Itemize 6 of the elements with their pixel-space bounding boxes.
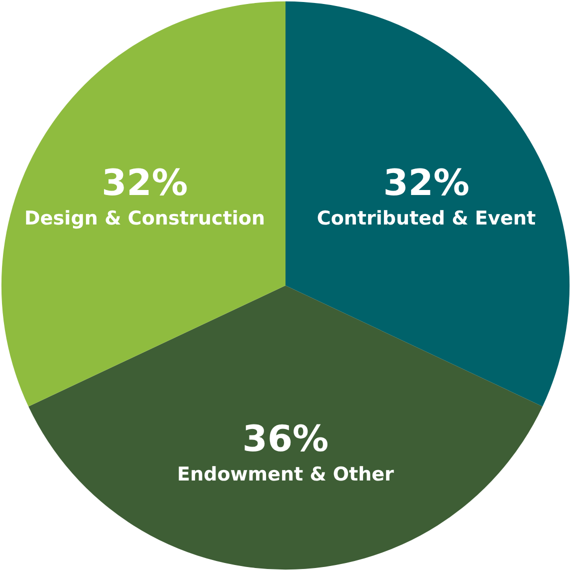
slice-label: Contributed & Event [316, 207, 536, 230]
slice-label: Endowment & Other [177, 464, 395, 486]
data-label: 32% [383, 162, 470, 204]
data-label: 32% [102, 162, 188, 204]
data-label: 36% [242, 419, 329, 460]
slice-label: Design & Construction [24, 207, 265, 230]
